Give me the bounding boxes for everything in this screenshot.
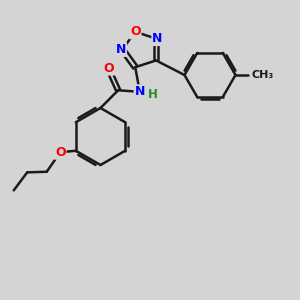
Text: H: H [148,88,158,101]
Text: N: N [152,32,163,45]
Text: CH₃: CH₃ [252,70,274,80]
Text: O: O [55,146,65,159]
Text: N: N [135,85,145,98]
Text: N: N [116,43,126,56]
Text: O: O [130,25,141,38]
Text: O: O [104,61,115,75]
